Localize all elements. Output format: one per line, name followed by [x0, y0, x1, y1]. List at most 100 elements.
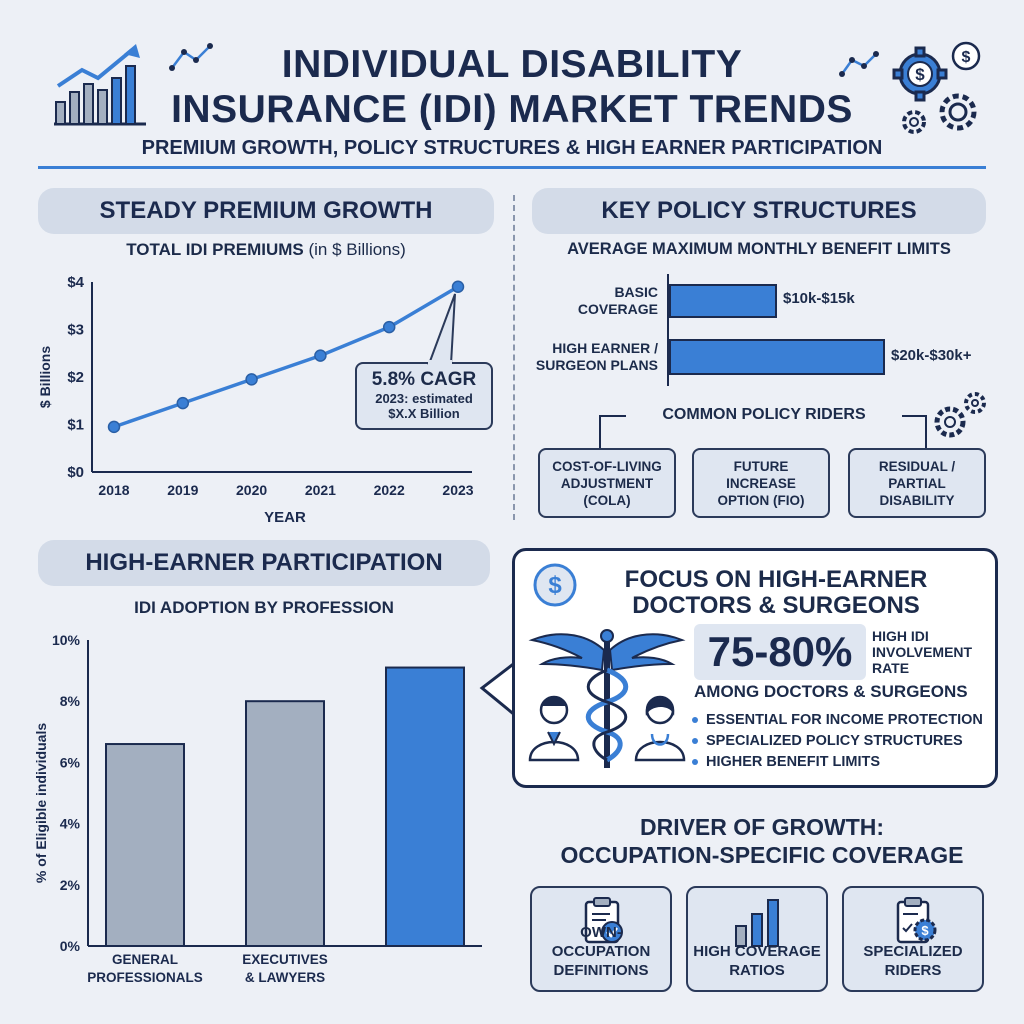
bar-chart-bar [245, 700, 325, 947]
gears-icon [934, 392, 986, 438]
trend-line-icon [169, 43, 213, 71]
bar-chart-icon [735, 899, 779, 947]
benefit-label-basic-2: COVERAGE [577, 301, 658, 317]
page-subtitle: PREMIUM GROWTH, POLICY STRUCTURES & HIGH… [141, 137, 883, 159]
benefit-label-basic: BASIC COVERAGE [520, 284, 658, 318]
bar-chart-y-tick: 8% [60, 693, 81, 709]
header: INDIVIDUAL DISABILITY INSURANCE (IDI) MA… [0, 0, 1024, 170]
trend-line-icon-right [839, 51, 879, 77]
bar-chart-category-label: & LAWYERS [245, 970, 325, 985]
driver-2-line-1: HIGH COVERAGE [693, 943, 821, 960]
involvement-stat-label: HIGH IDI INVOLVEMENT RATE [872, 628, 972, 676]
section-heading-policy: KEY POLICY STRUCTURES [532, 188, 986, 234]
bar-chart-y-tick: 6% [60, 754, 81, 770]
line-chart-series-line [113, 285, 459, 429]
line-chart-x-tick: 2019 [167, 482, 198, 498]
bar-chart-y-tick: 0% [60, 938, 81, 954]
line-chart-point [314, 349, 327, 362]
drivers-heading-2: OCCUPATION-SPECIFIC COVERAGE [560, 842, 964, 868]
growth-chart-icon [54, 44, 146, 126]
line-chart-x-tick: 2018 [98, 482, 129, 498]
line-chart-point [176, 396, 190, 410]
cagr-note-2: $X.X Billion [388, 406, 460, 421]
svg-text:$: $ [548, 572, 562, 599]
line-chart-x-tick: 2020 [236, 482, 267, 498]
cagr-value: 5.8% CAGR [371, 369, 477, 390]
benefit-label-high-2: SURGEON PLANS [535, 357, 658, 373]
benefit-limits-title: AVERAGE MAXIMUM MONTHLY BENEFIT LIMITS [567, 240, 951, 258]
focus-bullet-2: SPECIALIZED POLICY STRUCTURES [692, 731, 988, 752]
stat-caption: AMONG DOCTORS & SURGEONS [694, 682, 968, 701]
driver-specialized-riders: $ SPECIALIZED RIDERS [842, 886, 984, 992]
focus-heading-1: FOCUS ON HIGH-EARNER [624, 566, 928, 593]
page-title-line-1: INDIVIDUAL DISABILITY [281, 43, 743, 86]
line-chart-point [451, 280, 465, 293]
page-title-line-2: INSURANCE (IDI) MARKET TRENDS [171, 88, 853, 131]
driver-1-line-1: OWN-OCCUPATION [551, 924, 651, 960]
riders-title: COMMON POLICY RIDERS [662, 406, 866, 423]
section-divider-vertical [513, 195, 515, 520]
caduceus-doctors-icon [528, 629, 686, 768]
driver-specialized-riders-label: SPECIALIZED RIDERS [844, 942, 982, 980]
section-heading-premium: STEADY PREMIUM GROWTH [38, 188, 494, 234]
benefit-value-basic: $10k-$15k [783, 290, 855, 307]
line-chart-y-label: $ Billions [37, 346, 53, 408]
cagr-note-1: 2023: estimated [375, 391, 473, 406]
clipboard-gear-icon: $ [896, 897, 937, 944]
line-chart-y-tick: $0 [67, 464, 84, 481]
rider-fio: FUTURE INCREASE OPTION (FIO) [692, 448, 830, 518]
bar-chart-bar [385, 666, 465, 947]
driver-3-line-1: SPECIALIZED [863, 943, 963, 960]
driver-1-line-2: DEFINITIONS [553, 962, 649, 979]
line-chart-y-tick: $4 [67, 274, 84, 291]
focus-heading-2: DOCTORS & SURGEONS [632, 592, 920, 619]
line-chart-x-label: YEAR [264, 509, 306, 526]
bar-chart-category-label: EXECUTIVES [242, 952, 328, 967]
driver-own-occupation: OWN-OCCUPATION DEFINITIONS [530, 886, 672, 992]
line-chart-x-tick: 2021 [305, 482, 336, 498]
benefit-label-high-1: HIGH EARNER / [552, 340, 658, 356]
focus-bullet-1: ESSENTIAL FOR INCOME PROTECTION [692, 710, 988, 731]
rider-cola: COST-OF-LIVING ADJUSTMENT (COLA) [538, 448, 676, 518]
line-chart-x-tick: 2023 [442, 482, 473, 498]
dollar-coin-icon: $ [533, 563, 577, 607]
stat-label-3: RATE [872, 660, 910, 676]
benefit-bar-high [669, 339, 885, 375]
bar-chart-category-label: PROFESSIONALS [87, 970, 203, 985]
riders-connector [599, 415, 927, 450]
clipboard-check-icon [584, 897, 623, 944]
bar-chart-bar [105, 743, 185, 948]
bar-chart-y-tick: 4% [60, 816, 81, 832]
premium-chart-title: TOTAL IDI PREMIUMS (in $ Billions) [38, 240, 494, 260]
premium-line-chart: $0 $1 $2 $3 $4 2018 2019 2020 2021 2022 2023 YEAR $ … [37, 274, 474, 526]
bar-chart-y-tick: 2% [60, 877, 81, 893]
line-chart-point [245, 373, 258, 386]
involvement-stat: 75-80% [707, 628, 853, 675]
adoption-chart-title: IDI ADOPTION BY PROFESSION [134, 598, 394, 617]
line-chart-y-tick: $2 [67, 369, 84, 386]
rider-residual: RESIDUAL / PARTIAL DISABILITY [848, 448, 986, 518]
line-chart-point [107, 420, 121, 434]
svg-text:$: $ [915, 65, 925, 84]
driver-coverage-ratios: HIGH COVERAGE RATIOS [686, 886, 828, 992]
header-divider [38, 166, 986, 169]
driver-own-occupation-label: OWN-OCCUPATION DEFINITIONS [532, 923, 670, 980]
benefit-axis [667, 274, 669, 386]
benefit-label-basic-1: BASIC [614, 284, 658, 300]
benefit-label-high: HIGH EARNER / SURGEON PLANS [500, 340, 658, 374]
line-chart-point [382, 320, 396, 334]
line-chart-y-tick: $1 [67, 417, 84, 434]
driver-2-line-2: RATIOS [729, 962, 785, 979]
svg-text:$: $ [921, 923, 929, 938]
bar-chart-category-label: GENERAL [112, 952, 178, 967]
cagr-callout: 5.8% CAGR 2023: estimated $X.X Billion [355, 362, 493, 430]
bar-chart-y-label: % of Eligible individuals [33, 723, 49, 883]
adoption-bar-chart: 0% 2% 4% 6% 8% 10% % of Eligible individuals GE… [33, 632, 482, 985]
svg-text:$: $ [962, 49, 971, 66]
driver-3-line-2: RIDERS [884, 962, 942, 979]
stat-label-1: HIGH IDI [872, 628, 929, 644]
cagr-callout-pointer [427, 293, 456, 366]
stat-box [694, 624, 866, 680]
benefit-bar-basic [669, 284, 777, 318]
gears-dollar-icon: $ $ [892, 41, 981, 134]
